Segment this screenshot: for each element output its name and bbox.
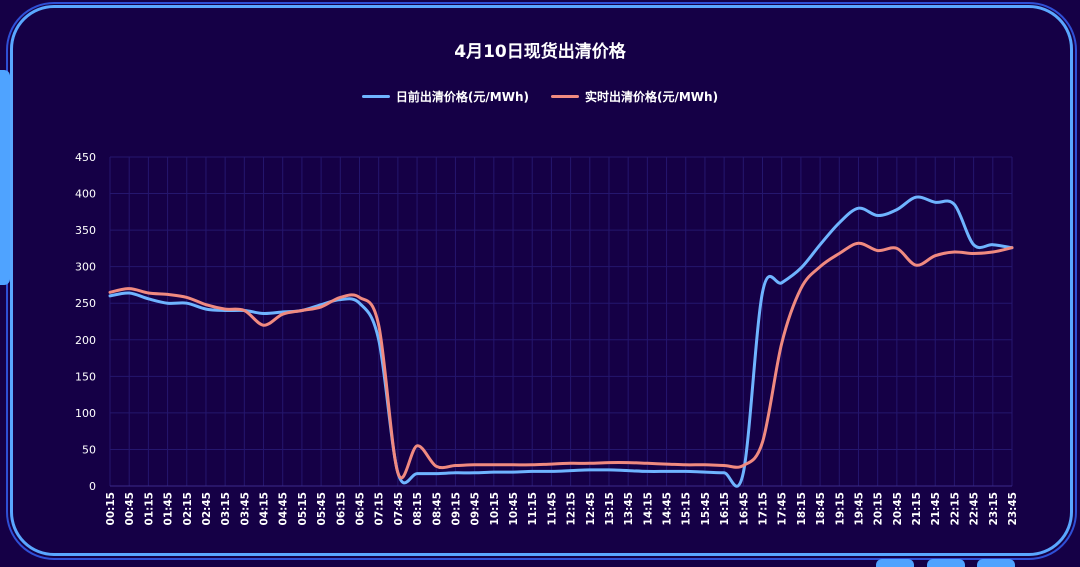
bottom-tab-decoration (927, 559, 965, 567)
x-tick-label: 19:15 (834, 492, 846, 525)
legend-swatch-day-ahead (361, 95, 390, 98)
x-tick-label: 16:15 (719, 492, 731, 525)
y-tick-label: 100 (75, 407, 96, 420)
y-tick-label: 450 (75, 151, 96, 164)
y-tick-label: 250 (75, 297, 96, 310)
legend-item-realtime[interactable]: 实时出清价格(元/MWh) (551, 88, 718, 105)
x-tick-label: 11:45 (546, 492, 558, 525)
y-tick-label: 200 (75, 334, 96, 347)
x-tick-label: 21:45 (930, 492, 942, 525)
y-tick-label: 400 (75, 188, 96, 201)
x-tick-label: 17:45 (777, 492, 789, 525)
x-tick-label: 10:45 (508, 492, 520, 525)
x-tick-label: 12:45 (585, 492, 597, 525)
x-tick-label: 23:45 (1007, 492, 1019, 525)
y-tick-label: 150 (75, 370, 96, 383)
x-tick-label: 22:15 (949, 492, 961, 525)
x-tick-label: 04:15 (259, 492, 271, 525)
x-tick-label: 06:15 (335, 492, 347, 525)
x-tick-label: 22:45 (969, 492, 981, 525)
series-line-day-ahead (108, 195, 1014, 488)
x-tick-label: 15:45 (700, 492, 712, 525)
x-tick-label: 18:15 (796, 492, 808, 525)
x-tick-label: 00:15 (105, 492, 117, 525)
legend-item-day-ahead[interactable]: 日前出清价格(元/MWh) (361, 88, 529, 105)
x-tick-label: 02:15 (182, 492, 194, 525)
y-tick-label: 0 (89, 480, 96, 493)
x-tick-label: 10:15 (489, 492, 501, 525)
x-tick-label: 08:15 (412, 492, 424, 525)
series-line-realtime (108, 241, 1014, 480)
x-tick-label: 03:45 (239, 492, 251, 525)
x-tick-label: 02:45 (201, 492, 213, 525)
x-tick-label: 20:15 (873, 492, 885, 525)
x-tick-label: 14:15 (642, 492, 654, 525)
legend-label-realtime: 实时出清价格(元/MWh) (585, 90, 719, 104)
bottom-tab-decoration (977, 559, 1015, 567)
x-tick-label: 04:45 (278, 492, 290, 525)
x-tick-label: 11:15 (527, 492, 539, 525)
x-tick-label: 23:15 (988, 492, 1000, 525)
x-tick-label: 05:15 (297, 492, 309, 525)
x-tick-label: 18:45 (815, 492, 827, 525)
legend-swatch-realtime (551, 95, 579, 98)
side-tab-decoration (0, 70, 10, 285)
x-tick-label: 19:45 (853, 492, 865, 525)
x-tick-label: 14:45 (662, 492, 674, 525)
x-tick-label: 07:45 (393, 492, 405, 525)
x-tick-label: 09:45 (470, 492, 482, 525)
x-tick-label: 03:15 (220, 492, 232, 525)
chart-title: 4月10日现货出清价格 (454, 42, 626, 62)
bottom-tab-decoration (876, 559, 914, 567)
x-tick-label: 05:45 (316, 492, 328, 525)
legend-label-day-ahead: 日前出清价格(元/MWh) (395, 90, 529, 104)
x-tick-label: 20:45 (892, 492, 904, 525)
y-tick-label: 350 (75, 224, 96, 237)
x-tick-label: 06:45 (354, 492, 366, 525)
x-tick-label: 21:15 (911, 492, 923, 525)
x-tick-label: 08:45 (431, 492, 443, 525)
x-tick-label: 17:15 (758, 492, 770, 525)
chart-legend: 日前出清价格(元/MWh) 实时出清价格(元/MWh) (0, 88, 1080, 105)
y-tick-label: 50 (82, 443, 96, 456)
x-tick-label: 01:15 (143, 492, 155, 525)
x-tick-label: 12:15 (566, 492, 578, 525)
x-tick-label: 01:45 (163, 492, 175, 525)
x-tick-label: 13:45 (623, 492, 635, 525)
x-tick-label: 07:15 (374, 492, 386, 525)
x-tick-label: 09:15 (450, 492, 462, 525)
x-tick-label: 13:15 (604, 492, 616, 525)
y-tick-label: 300 (75, 261, 96, 274)
x-tick-label: 16:45 (738, 492, 750, 525)
x-tick-label: 00:45 (124, 492, 136, 525)
x-tick-label: 15:15 (681, 492, 693, 525)
